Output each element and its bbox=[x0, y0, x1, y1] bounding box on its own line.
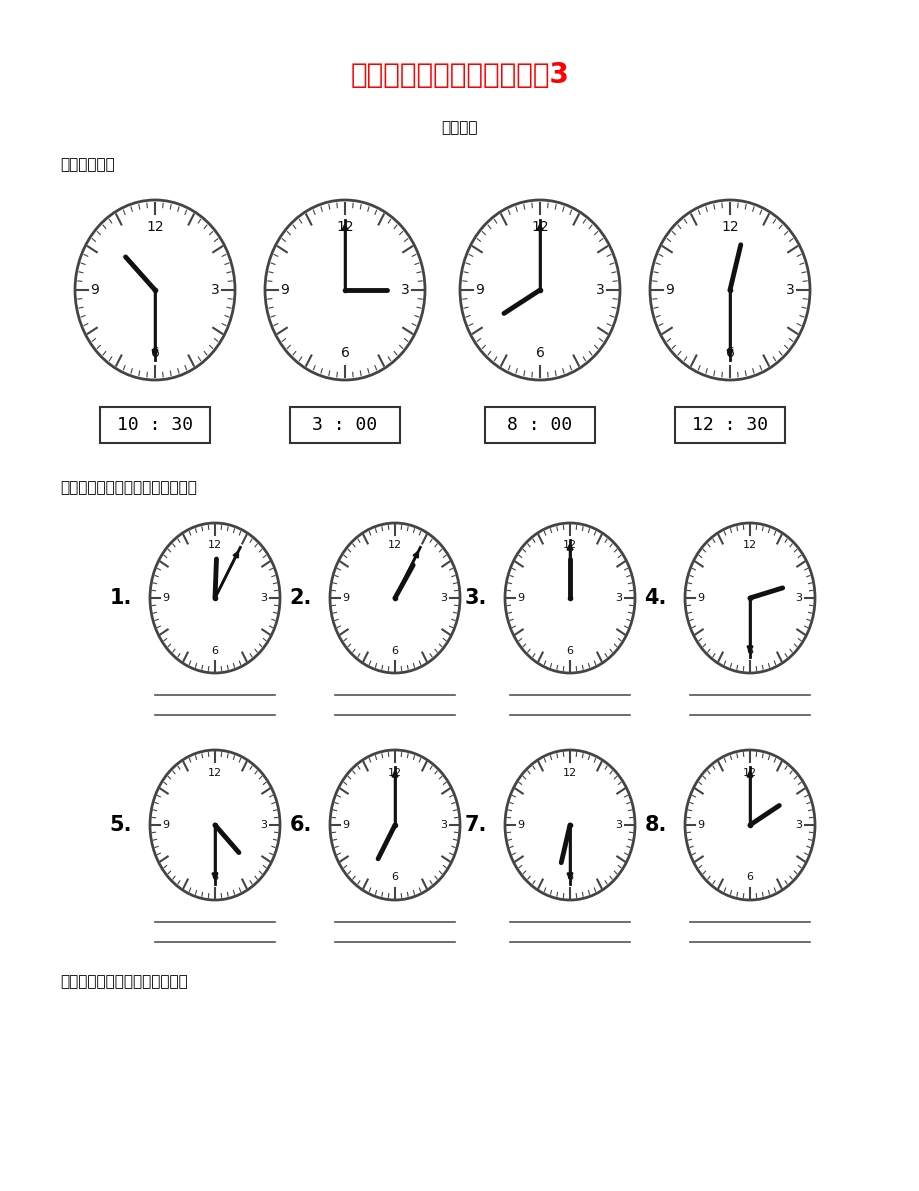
Text: 6: 6 bbox=[535, 347, 544, 360]
Ellipse shape bbox=[150, 750, 279, 900]
Text: 2.: 2. bbox=[289, 588, 312, 607]
Text: 12: 12 bbox=[146, 220, 164, 233]
Text: 6: 6 bbox=[725, 347, 733, 360]
Text: 9: 9 bbox=[664, 283, 674, 297]
Text: 6: 6 bbox=[745, 646, 753, 655]
Text: 3.: 3. bbox=[464, 588, 486, 607]
Text: 3: 3 bbox=[595, 283, 604, 297]
Text: 9: 9 bbox=[163, 819, 170, 830]
Text: 3: 3 bbox=[260, 593, 267, 603]
Ellipse shape bbox=[150, 523, 279, 673]
Text: 6: 6 bbox=[566, 646, 573, 655]
Text: 12: 12 bbox=[720, 220, 738, 233]
Ellipse shape bbox=[685, 523, 814, 673]
Text: 12 : 30: 12 : 30 bbox=[691, 416, 767, 434]
Text: 3: 3 bbox=[440, 593, 447, 603]
Text: 6: 6 bbox=[745, 873, 753, 883]
Text: 3: 3 bbox=[210, 283, 219, 297]
Text: 8.: 8. bbox=[644, 815, 666, 835]
Bar bbox=[484, 407, 595, 443]
Text: 6: 6 bbox=[391, 873, 398, 883]
Text: 6.: 6. bbox=[289, 815, 312, 835]
Text: 一、找朋友。: 一、找朋友。 bbox=[60, 157, 115, 173]
Text: 3: 3 bbox=[615, 593, 621, 603]
Text: 3: 3 bbox=[440, 819, 447, 830]
Text: 9: 9 bbox=[517, 819, 524, 830]
Text: 12: 12 bbox=[208, 541, 221, 550]
Ellipse shape bbox=[650, 200, 809, 380]
Ellipse shape bbox=[505, 523, 634, 673]
Text: 9: 9 bbox=[697, 593, 704, 603]
Text: 9: 9 bbox=[475, 283, 484, 297]
Text: 12: 12 bbox=[530, 220, 549, 233]
Bar bbox=[100, 407, 210, 443]
Text: 9: 9 bbox=[342, 593, 349, 603]
Text: 3: 3 bbox=[794, 593, 801, 603]
Text: 12: 12 bbox=[388, 767, 402, 778]
Text: 5.: 5. bbox=[109, 815, 131, 835]
Text: 12: 12 bbox=[335, 220, 354, 233]
Bar bbox=[675, 407, 784, 443]
Text: 9: 9 bbox=[697, 819, 704, 830]
Text: 9: 9 bbox=[280, 283, 289, 297]
Text: 3 : 00: 3 : 00 bbox=[312, 416, 377, 434]
Ellipse shape bbox=[460, 200, 619, 380]
Text: 6: 6 bbox=[391, 646, 398, 655]
Text: 9: 9 bbox=[517, 593, 524, 603]
Text: 10 : 30: 10 : 30 bbox=[117, 416, 193, 434]
Text: 1.: 1. bbox=[109, 588, 131, 607]
Text: 3: 3 bbox=[785, 283, 793, 297]
Text: 6: 6 bbox=[151, 347, 159, 360]
Text: 第七单元《认识钟表》试卷3: 第七单元《认识钟表》试卷3 bbox=[350, 61, 569, 89]
Text: 4.: 4. bbox=[644, 588, 666, 607]
Text: 12: 12 bbox=[208, 767, 221, 778]
Text: 3: 3 bbox=[400, 283, 409, 297]
Text: 6: 6 bbox=[566, 873, 573, 883]
Text: 6: 6 bbox=[211, 873, 219, 883]
Text: 二、用两种方法表示钟面的时间。: 二、用两种方法表示钟面的时间。 bbox=[60, 480, 197, 495]
Ellipse shape bbox=[330, 523, 460, 673]
Text: 6: 6 bbox=[211, 646, 219, 655]
Text: 3: 3 bbox=[615, 819, 621, 830]
Text: 6: 6 bbox=[340, 347, 349, 360]
Ellipse shape bbox=[330, 750, 460, 900]
Text: 认识钟表: 认识钟表 bbox=[441, 120, 478, 136]
Text: 三、根据时间画上时针的位置。: 三、根据时间画上时针的位置。 bbox=[60, 974, 187, 990]
Text: 9: 9 bbox=[342, 819, 349, 830]
Text: 12: 12 bbox=[388, 541, 402, 550]
Ellipse shape bbox=[265, 200, 425, 380]
Text: 12: 12 bbox=[743, 541, 756, 550]
Ellipse shape bbox=[505, 750, 634, 900]
Text: 3: 3 bbox=[260, 819, 267, 830]
Text: 12: 12 bbox=[562, 767, 576, 778]
Text: 8 : 00: 8 : 00 bbox=[506, 416, 572, 434]
Text: 3: 3 bbox=[794, 819, 801, 830]
Ellipse shape bbox=[75, 200, 234, 380]
Text: 9: 9 bbox=[163, 593, 170, 603]
Text: 7.: 7. bbox=[464, 815, 486, 835]
Text: 12: 12 bbox=[743, 767, 756, 778]
Bar bbox=[289, 407, 400, 443]
Ellipse shape bbox=[685, 750, 814, 900]
Text: 9: 9 bbox=[90, 283, 99, 297]
Text: 12: 12 bbox=[562, 541, 576, 550]
